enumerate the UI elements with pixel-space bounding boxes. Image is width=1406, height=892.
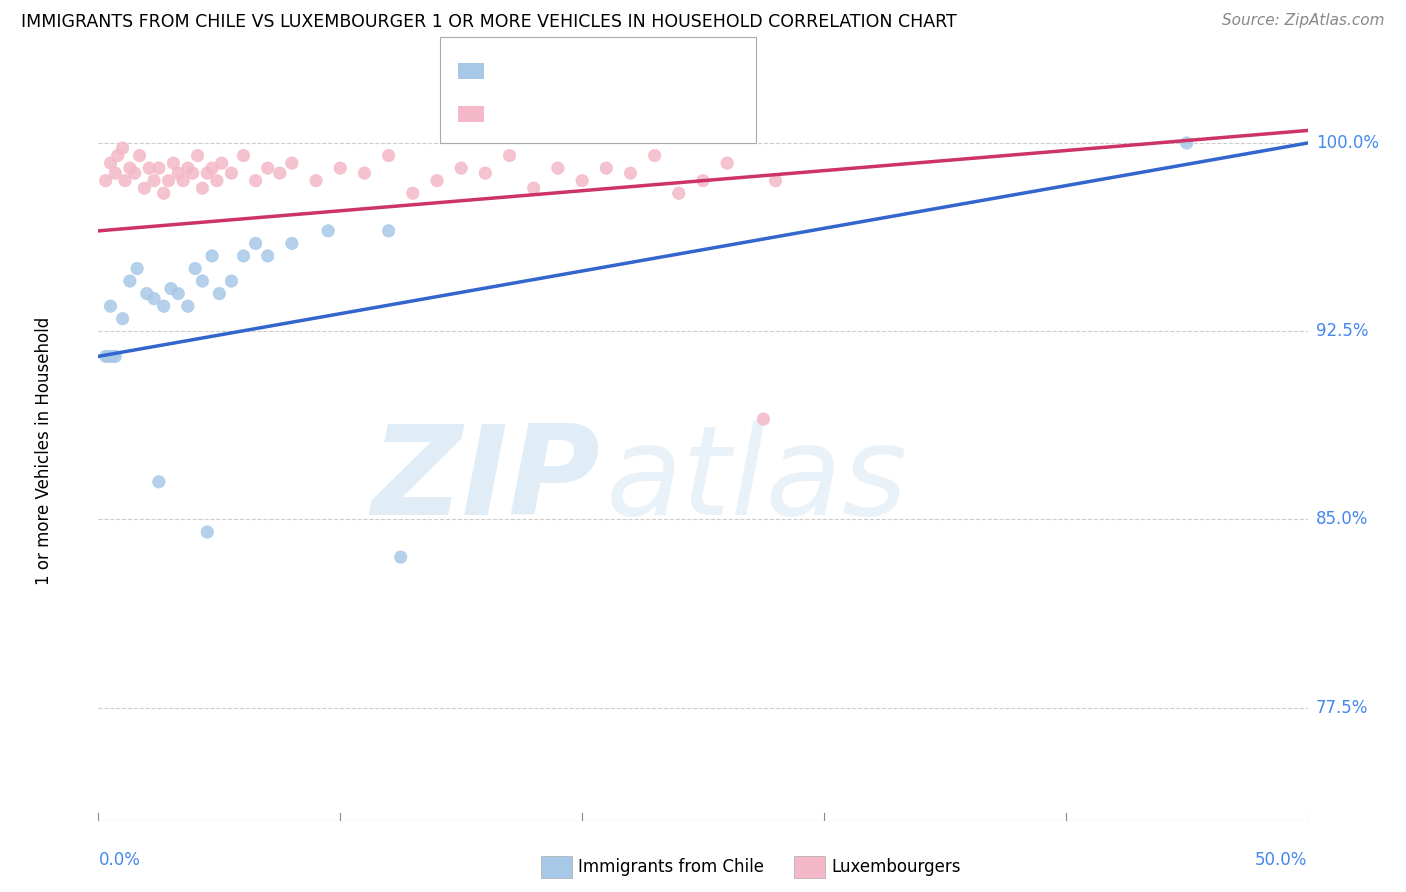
Point bbox=[107, 148, 129, 162]
Point bbox=[426, 174, 449, 188]
Point bbox=[232, 249, 254, 263]
Point bbox=[281, 236, 304, 251]
Point bbox=[100, 299, 122, 313]
Point bbox=[450, 161, 472, 175]
Point bbox=[111, 141, 134, 155]
Point bbox=[177, 299, 200, 313]
Point bbox=[172, 174, 194, 188]
Point bbox=[547, 161, 569, 175]
Point bbox=[377, 148, 399, 162]
Point bbox=[94, 349, 117, 363]
Point bbox=[269, 166, 291, 180]
Point bbox=[187, 148, 209, 162]
Text: 50.0%: 50.0% bbox=[1256, 851, 1308, 869]
Text: atlas: atlas bbox=[606, 419, 908, 541]
Text: 0.0%: 0.0% bbox=[98, 851, 141, 869]
Text: 77.5%: 77.5% bbox=[1316, 698, 1368, 716]
Point bbox=[1175, 136, 1198, 150]
Text: 85.0%: 85.0% bbox=[1316, 510, 1368, 528]
Point bbox=[177, 161, 200, 175]
Point bbox=[377, 224, 399, 238]
Point bbox=[245, 174, 267, 188]
Point bbox=[127, 261, 149, 276]
Point bbox=[668, 186, 690, 201]
Point bbox=[104, 349, 127, 363]
Point bbox=[118, 274, 141, 288]
Point bbox=[402, 186, 425, 201]
Point bbox=[201, 249, 224, 263]
Point bbox=[97, 349, 120, 363]
Point bbox=[245, 236, 267, 251]
Point bbox=[256, 249, 278, 263]
Point bbox=[195, 524, 218, 539]
Point bbox=[104, 166, 127, 180]
Point bbox=[148, 161, 170, 175]
Point bbox=[644, 148, 666, 162]
Point bbox=[221, 274, 243, 288]
Point bbox=[205, 174, 228, 188]
Text: 92.5%: 92.5% bbox=[1316, 322, 1368, 340]
Point bbox=[160, 282, 183, 296]
Point bbox=[143, 292, 166, 306]
Point bbox=[181, 166, 204, 180]
Point bbox=[692, 174, 714, 188]
Point bbox=[191, 181, 214, 195]
Point bbox=[201, 161, 224, 175]
Point bbox=[523, 181, 546, 195]
Point bbox=[256, 161, 278, 175]
Point bbox=[167, 286, 190, 301]
Point bbox=[498, 148, 520, 162]
Point bbox=[595, 161, 617, 175]
Point bbox=[208, 286, 231, 301]
Point bbox=[329, 161, 352, 175]
Point bbox=[765, 174, 787, 188]
Text: 1 or more Vehicles in Household: 1 or more Vehicles in Household bbox=[35, 317, 53, 584]
Point bbox=[135, 286, 157, 301]
Point bbox=[143, 174, 166, 188]
Text: 100.0%: 100.0% bbox=[1316, 134, 1379, 152]
Point bbox=[128, 148, 150, 162]
Text: Immigrants from Chile: Immigrants from Chile bbox=[578, 858, 763, 876]
Point bbox=[281, 156, 304, 170]
Point bbox=[124, 166, 146, 180]
Point bbox=[752, 412, 775, 426]
Point bbox=[389, 550, 412, 565]
Point bbox=[148, 475, 170, 489]
Point bbox=[316, 224, 339, 238]
Point bbox=[221, 166, 243, 180]
Point bbox=[184, 261, 207, 276]
Point bbox=[191, 274, 214, 288]
Point bbox=[152, 186, 174, 201]
Point bbox=[353, 166, 375, 180]
Point bbox=[152, 299, 174, 313]
Text: Luxembourgers: Luxembourgers bbox=[831, 858, 960, 876]
Point bbox=[162, 156, 184, 170]
Point bbox=[232, 148, 254, 162]
Point bbox=[101, 349, 124, 363]
Point bbox=[619, 166, 641, 180]
Point bbox=[157, 174, 180, 188]
Point bbox=[100, 156, 122, 170]
Point bbox=[118, 161, 141, 175]
Point bbox=[94, 174, 117, 188]
Text: ZIP: ZIP bbox=[371, 419, 600, 541]
Point bbox=[305, 174, 328, 188]
Point bbox=[195, 166, 218, 180]
Text: R = 0.431   N = 29: R = 0.431 N = 29 bbox=[492, 62, 662, 79]
Text: IMMIGRANTS FROM CHILE VS LUXEMBOURGER 1 OR MORE VEHICLES IN HOUSEHOLD CORRELATIO: IMMIGRANTS FROM CHILE VS LUXEMBOURGER 1 … bbox=[21, 13, 957, 31]
Point bbox=[716, 156, 738, 170]
Text: Source: ZipAtlas.com: Source: ZipAtlas.com bbox=[1222, 13, 1385, 29]
Point bbox=[138, 161, 160, 175]
Text: R = 0.426   N = 52: R = 0.426 N = 52 bbox=[492, 105, 662, 123]
Point bbox=[167, 166, 190, 180]
Point bbox=[571, 174, 593, 188]
Point bbox=[134, 181, 156, 195]
Point bbox=[211, 156, 233, 170]
Point bbox=[474, 166, 496, 180]
Point bbox=[111, 311, 134, 326]
Point bbox=[114, 174, 136, 188]
